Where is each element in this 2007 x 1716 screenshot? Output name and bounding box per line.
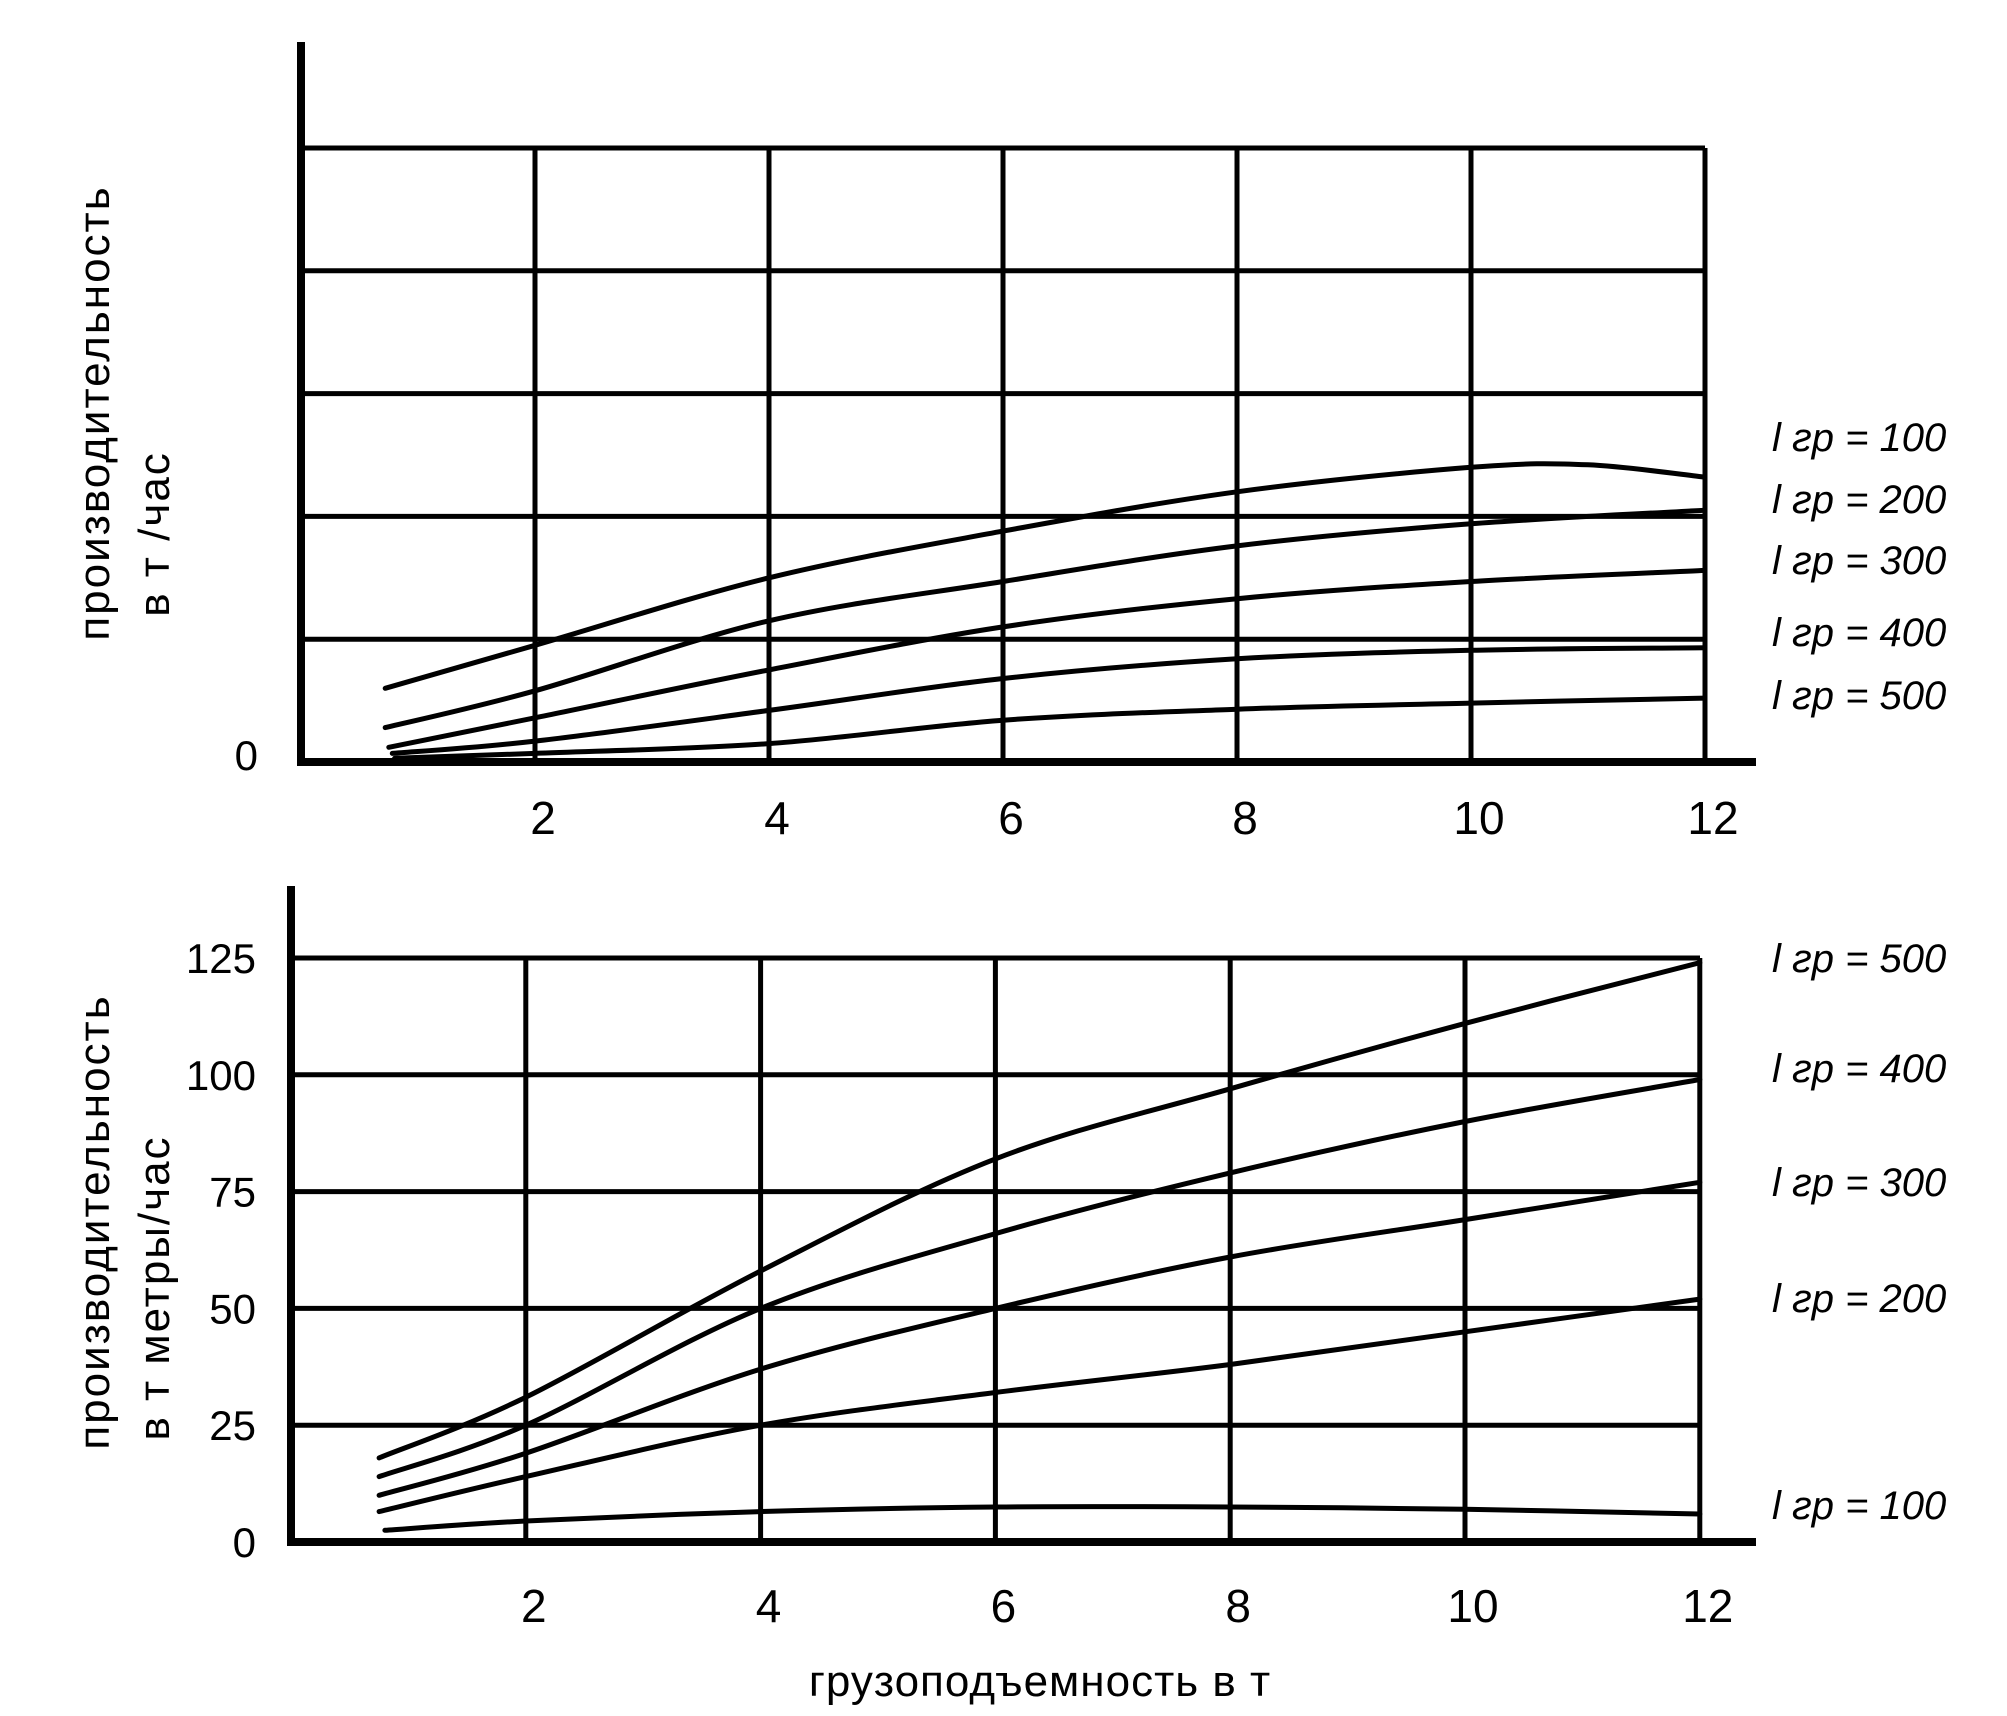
top-chart-x-tick-label: 2 xyxy=(530,792,556,844)
bottom-chart-legend-label-200: l гр = 200 xyxy=(1772,1277,1946,1321)
top-chart-curve-400 xyxy=(389,645,1708,756)
bottom-chart-curve-300 xyxy=(376,1179,1703,1498)
bottom-chart-curve-200 xyxy=(376,1296,1703,1515)
top-chart-curve-100 xyxy=(382,461,1708,691)
top-chart-y-tick-label: 0 xyxy=(235,732,258,779)
bottom-chart-legend-label-300: l гр = 300 xyxy=(1772,1161,1946,1205)
bottom-chart-y-tick-label: 0 xyxy=(233,1519,256,1566)
bottom-chart-x-tick-label: 12 xyxy=(1682,1580,1733,1632)
bottom-chart-legend-label-400: l гр = 400 xyxy=(1772,1047,1946,1091)
bottom-chart-x-tick-label: 6 xyxy=(991,1580,1017,1632)
bottom-chart-y-tick-label: 25 xyxy=(209,1402,256,1449)
bottom-chart-x-tick-label: 10 xyxy=(1447,1580,1498,1632)
top-chart-x-tick-label: 4 xyxy=(764,792,790,844)
top-chart-curve-300 xyxy=(386,567,1708,750)
top-chart-legend-label-200: l гр = 200 xyxy=(1772,478,1946,522)
bottom-chart-y-tick-label: 125 xyxy=(186,935,256,982)
top-chart-y-axis-title-line1: производительность xyxy=(70,185,119,641)
bottom-chart-curve-500 xyxy=(376,960,1703,1461)
top-chart-curve-200 xyxy=(382,507,1708,731)
bottom-chart-curve-400 xyxy=(376,1077,1703,1480)
bottom-chart-y-axis-title-line2: в т метры/час xyxy=(130,1135,179,1441)
bottom-chart-x-tick-label: 8 xyxy=(1225,1580,1251,1632)
top-chart-legend-label-100: l гр = 100 xyxy=(1772,416,1946,460)
bottom-chart-y-tick-label: 75 xyxy=(209,1169,256,1216)
x-axis-title: грузоподъемность в т xyxy=(808,1657,1272,1706)
bottom-chart-x-tick-label: 2 xyxy=(521,1580,547,1632)
top-chart-x-tick-label: 6 xyxy=(998,792,1024,844)
top-chart-curve-500 xyxy=(392,695,1708,761)
bottom-chart-y-axis-title-line1: производительность xyxy=(70,994,119,1450)
top-chart-x-tick-label: 10 xyxy=(1453,792,1504,844)
bottom-chart-y-tick-label: 100 xyxy=(186,1052,256,1099)
bottom-chart-legend-label-100: l гр = 100 xyxy=(1772,1484,1946,1528)
top-chart-x-tick-label: 8 xyxy=(1232,792,1258,844)
bottom-chart-curve-100 xyxy=(382,1504,1703,1533)
top-chart-legend-label-300: l гр = 300 xyxy=(1772,539,1946,583)
bottom-chart-y-tick-label: 50 xyxy=(209,1285,256,1332)
bottom-chart-x-tick-label: 4 xyxy=(756,1580,782,1632)
top-chart-x-tick-label: 12 xyxy=(1687,792,1738,844)
top-chart-legend-label-400: l гр = 400 xyxy=(1772,611,1946,655)
top-chart-legend-label-500: l гр = 500 xyxy=(1772,674,1946,718)
bottom-chart-legend-label-500: l гр = 500 xyxy=(1772,937,1946,981)
top-chart-y-axis-title-line2: в т /час xyxy=(130,451,179,617)
